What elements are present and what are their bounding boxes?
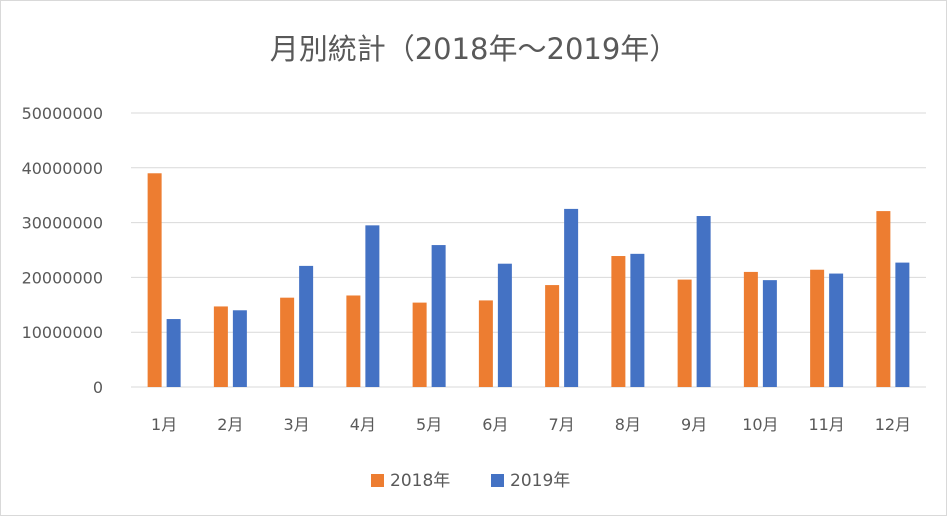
- bar-series1-12: [876, 211, 891, 387]
- bar-series1-9: [677, 279, 692, 387]
- bar-series2-4: [365, 225, 380, 387]
- legend-swatch: [491, 474, 504, 487]
- legend-label: 2018年: [390, 471, 450, 491]
- bar-series1-8: [611, 256, 626, 387]
- bar-series2-5: [431, 245, 446, 387]
- chart-title: 月別統計（2018年～2019年）: [270, 32, 679, 66]
- x-tick-label: 8月: [615, 415, 641, 434]
- bar-series2-2: [232, 310, 247, 387]
- x-tick-label: 3月: [284, 415, 310, 434]
- x-tick-label: 9月: [681, 415, 707, 434]
- legend: 2018年 2019年: [371, 471, 570, 491]
- x-tick-label: 2月: [217, 415, 243, 434]
- x-axis-ticks: 1月 2月 3月 4月 5月 6月 7月 8月 9月 10月 11月 12月: [151, 415, 911, 434]
- x-tick-label: 7月: [549, 415, 575, 434]
- y-tick-label: 20000000: [22, 268, 103, 287]
- y-tick-label: 10000000: [22, 323, 103, 342]
- x-tick-label: 12月: [875, 415, 911, 434]
- y-tick-label: 50000000: [22, 104, 103, 123]
- bar-series1-4: [346, 295, 361, 387]
- bar-series1-2: [213, 306, 228, 387]
- x-tick-label: 4月: [350, 415, 376, 434]
- y-tick-label: 40000000: [22, 159, 103, 178]
- y-tick-label: 30000000: [22, 214, 103, 233]
- bars: [147, 173, 910, 387]
- x-tick-label: 6月: [482, 415, 508, 434]
- x-tick-label: 5月: [416, 415, 442, 434]
- legend-label: 2019年: [510, 471, 570, 491]
- bar-series2-7: [564, 208, 579, 387]
- bar-series2-3: [299, 265, 314, 387]
- x-tick-label: 11月: [808, 415, 844, 434]
- bar-series1-7: [545, 285, 560, 387]
- bar-series2-1: [166, 319, 181, 387]
- bar-series1-1: [147, 173, 162, 387]
- bar-series1-11: [810, 269, 825, 387]
- y-tick-label: 0: [93, 378, 103, 397]
- bar-series1-5: [412, 302, 427, 387]
- bar-series2-10: [762, 280, 777, 387]
- x-tick-label: 1月: [151, 415, 177, 434]
- bar-series2-9: [696, 216, 711, 387]
- bar-series2-8: [630, 253, 645, 387]
- bar-series2-12: [895, 262, 910, 387]
- bar-series2-11: [829, 273, 844, 387]
- bar-series2-6: [497, 263, 512, 387]
- bar-series1-10: [743, 271, 758, 387]
- y-axis-ticks: 0 10000000 20000000 30000000 40000000 5000000…: [22, 104, 103, 397]
- bar-series1-6: [478, 300, 493, 387]
- bar-series1-3: [280, 297, 295, 387]
- gridlines: [131, 112, 926, 388]
- legend-swatch: [371, 474, 384, 487]
- x-tick-label: 10月: [742, 415, 778, 434]
